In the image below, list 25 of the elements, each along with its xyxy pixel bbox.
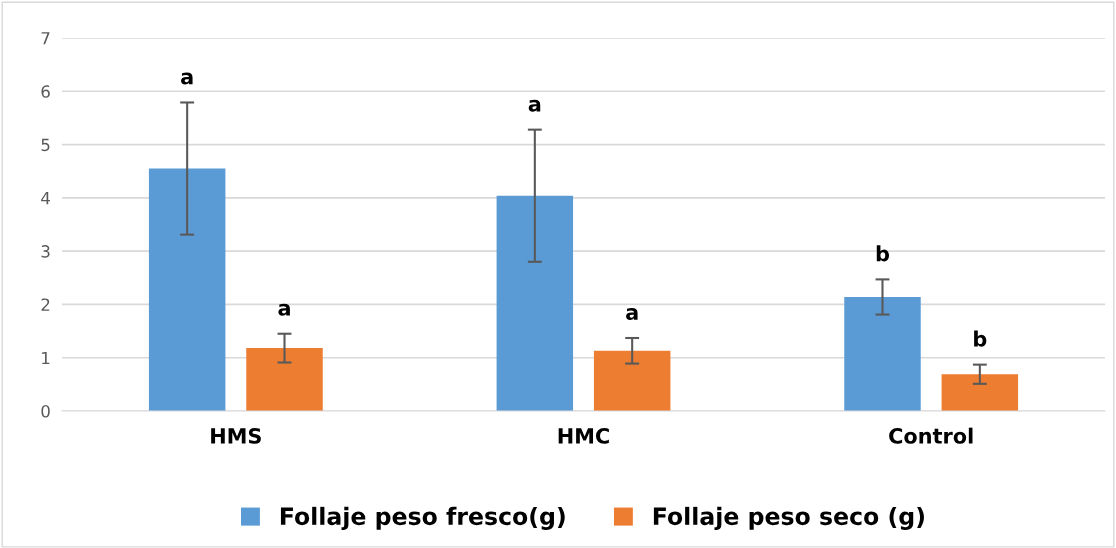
y-tick-label: 4 [41, 192, 50, 205]
x-tick-label: HMC [558, 428, 609, 444]
legend-label: Follaje peso seco (g) [653, 506, 924, 530]
annotation: a [528, 99, 541, 112]
bar [246, 348, 323, 411]
x-tick-label: HMS [211, 428, 261, 444]
annotation: a [181, 72, 193, 85]
bar [941, 374, 1019, 411]
y-tick-label: 7 [41, 32, 50, 45]
bar [148, 168, 226, 411]
x-tick-label: Control [889, 427, 973, 444]
annotation: b [974, 330, 987, 347]
annotation: b [876, 245, 890, 262]
y-tick-label: 2 [41, 298, 50, 311]
legend-label: Follaje peso fresco(g) [280, 506, 565, 530]
annotation: a [626, 308, 638, 321]
y-tick-label: 5 [41, 138, 50, 152]
y-tick-label: 0 [41, 404, 50, 418]
y-tick-label: 3 [41, 245, 50, 258]
bar [593, 350, 671, 411]
annotation: a [278, 303, 290, 316]
y-tick-label: 6 [41, 85, 50, 98]
bar [496, 195, 574, 411]
bar [844, 296, 921, 411]
y-tick-label: 1 [42, 351, 50, 365]
